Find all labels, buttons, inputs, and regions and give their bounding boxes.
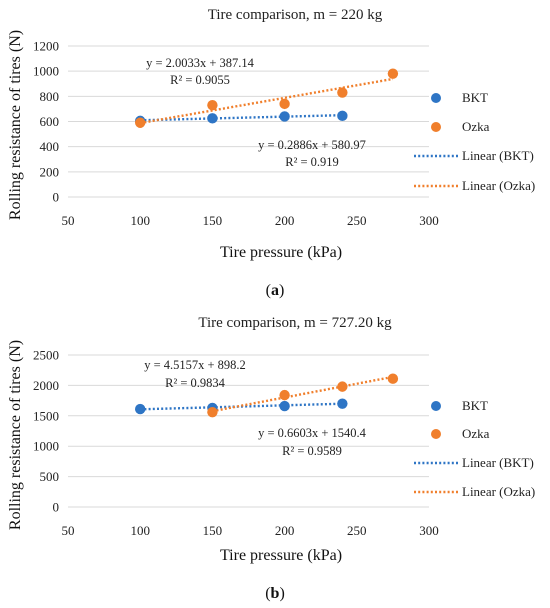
chart-a-xtick-label: 100 <box>130 213 150 228</box>
chart-b: Tire comparison, m = 727.20 kg 0 500 1000 1… <box>7 315 535 602</box>
chart-a-trendline-bkt <box>140 113 343 122</box>
chart-a-xtick-label: 200 <box>275 213 295 228</box>
chart-b-title: Tire comparison, m = 727.20 kg <box>198 315 392 331</box>
chart-b-y-ticks: 0 500 1000 1500 2000 2500 <box>33 348 59 515</box>
chart-b-ytick-label: 1000 <box>33 439 59 454</box>
chart-a-legend-ozka-trend-label: Linear (Ozka) <box>462 178 535 193</box>
chart-a-ytick-label: 800 <box>40 89 60 104</box>
chart-a-annotation-bkt-r2: R² = 0.919 <box>285 155 339 169</box>
chart-a-point-ozka <box>135 117 146 128</box>
chart-b-legend-bkt-marker <box>431 401 441 411</box>
chart-b-gridlines <box>68 354 429 508</box>
chart-a-legend-bkt-trend-label: Linear (BKT) <box>462 148 534 163</box>
chart-b-point-ozka <box>387 373 399 384</box>
chart-a-ytick-label: 1000 <box>33 64 59 79</box>
chart-b-annotation-ozka-equation: y = 4.5157x + 898.2 <box>144 358 246 372</box>
chart-a-annotation-ozka-r2: R² = 0.9055 <box>170 73 230 87</box>
chart-b-annotation-bkt-r2: R² = 0.9589 <box>282 444 342 458</box>
chart-a-ytick-label: 200 <box>40 164 60 179</box>
chart-b-annotation-ozka-r2: R² = 0.9834 <box>165 376 226 390</box>
chart-a-xtick-label: 250 <box>347 213 367 228</box>
chart-b-caption: (b) <box>265 585 285 602</box>
chart-a-gridlines <box>68 45 429 198</box>
chart-b-legend-ozka-label: Ozka <box>462 426 490 441</box>
chart-b-points <box>135 373 399 418</box>
chart-b-ytick-label: 1500 <box>33 408 59 423</box>
chart-b-legend-bkt-label: BKT <box>462 398 488 413</box>
chart-b-legend-ozka-trend-label: Linear (Ozka) <box>462 484 535 499</box>
chart-a-point-ozka <box>279 98 290 110</box>
chart-a-y-ticks: 0 200 400 600 800 1000 1200 <box>33 39 59 205</box>
chart-a-legend-ozka-label: Ozka <box>462 119 490 134</box>
chart-b-annotation-bkt-equation: y = 0.6603x + 1540.4 <box>258 426 367 440</box>
chart-a-points <box>135 68 399 128</box>
chart-b-point-bkt <box>337 398 348 409</box>
chart-b-trendline-ozka <box>212 375 394 413</box>
chart-a-ytick-label: 600 <box>40 114 60 129</box>
chart-b-xtick-label: 150 <box>203 523 223 538</box>
chart-a-ylabel: Rolling resistance of tires (N) <box>7 30 24 220</box>
chart-b-point-ozka <box>279 389 290 401</box>
chart-b-point-bkt <box>135 403 146 415</box>
chart-a-annotation-bkt-equation: y = 0.2886x + 580.97 <box>258 138 366 152</box>
chart-b-legend-ozka-marker <box>431 429 441 439</box>
chart-b-trendline-bkt <box>140 402 343 411</box>
chart-a-point-bkt <box>207 113 218 124</box>
chart-a-point-ozka <box>387 68 399 79</box>
chart-b-x-ticks: 50 100 150 200 250 300 <box>62 523 439 538</box>
chart-b-xtick-label: 100 <box>130 523 150 538</box>
chart-a-xtick-label: 150 <box>203 213 223 228</box>
chart-b-point-bkt <box>279 400 290 412</box>
chart-b-point-ozka <box>337 381 348 392</box>
chart-a-legend-ozka-marker <box>431 122 441 132</box>
chart-b-xtick-label: 250 <box>347 523 367 538</box>
chart-a-title: Tire comparison, m = 220 kg <box>208 7 383 23</box>
chart-a-trendline-ozka <box>139 77 394 125</box>
chart-b-point-ozka <box>207 406 218 418</box>
chart-a-xlabel: Tire pressure (kPa) <box>220 244 342 261</box>
chart-a-legend: BKT Ozka Linear (BKT) Linear (Ozka) <box>414 90 535 193</box>
chart-b-ytick-label: 2000 <box>33 378 59 393</box>
chart-a-ytick-label: 0 <box>53 190 60 205</box>
chart-b-legend-bkt-trend-label: Linear (BKT) <box>462 455 534 470</box>
chart-a-ytick-label: 1200 <box>33 39 59 54</box>
chart-b-caption-label: b <box>271 585 280 602</box>
chart-a-legend-bkt-label: BKT <box>462 90 488 105</box>
chart-a-point-ozka <box>337 87 348 98</box>
chart-b-ytick-label: 2500 <box>33 348 59 363</box>
chart-a-xtick-label: 300 <box>419 213 439 228</box>
chart-a-trendlines <box>139 77 394 125</box>
chart-b-ytick-label: 0 <box>53 500 60 515</box>
chart-a-point-bkt <box>337 110 348 122</box>
chart-a-x-ticks: 50 100 150 200 250 300 <box>62 213 439 228</box>
chart-a: Tire comparison, m = 220 kg 0 200 400 600 80… <box>7 7 535 299</box>
chart-b-xtick-label: 200 <box>275 523 295 538</box>
chart-b-legend: BKT Ozka Linear (BKT) Linear (Ozka) <box>414 398 535 499</box>
chart-b-xlabel: Tire pressure (kPa) <box>220 547 342 564</box>
chart-a-xtick-label: 50 <box>62 213 75 228</box>
chart-b-ylabel: Rolling resistance of tires (N) <box>7 340 24 530</box>
chart-a-caption: (a) <box>266 282 285 299</box>
chart-b-trendlines <box>140 375 394 413</box>
chart-a-legend-bkt-marker <box>431 93 441 103</box>
chart-a-point-bkt <box>279 111 290 122</box>
chart-b-xtick-label: 300 <box>419 523 439 538</box>
chart-a-point-ozka <box>207 99 218 111</box>
chart-a-caption-label: a <box>271 282 279 299</box>
chart-b-ytick-label: 500 <box>40 469 60 484</box>
chart-b-xtick-label: 50 <box>62 523 75 538</box>
chart-a-annotation-ozka-equation: y = 2.0033x + 387.14 <box>146 56 255 70</box>
chart-a-ytick-label: 400 <box>40 139 60 154</box>
